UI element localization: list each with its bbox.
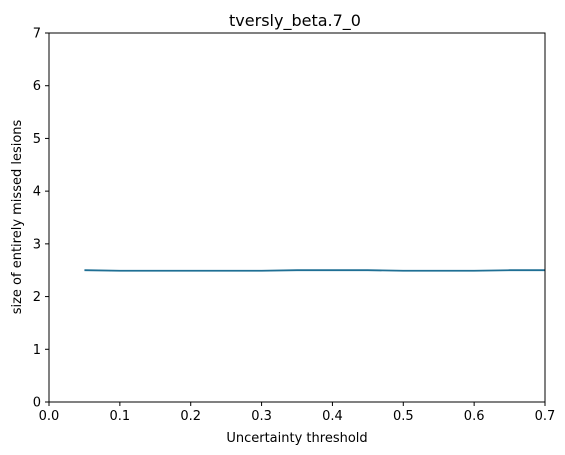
x-tick-label: 0.4	[322, 409, 343, 424]
x-axis-label: Uncertainty threshold	[226, 431, 367, 446]
y-tick-label: 3	[33, 237, 41, 252]
chart-title: tversly_beta.7_0	[229, 11, 361, 31]
y-tick-label: 6	[33, 79, 41, 94]
x-axis: 0.0 0.1 0.2 0.3 0.4 0.5 0.6 0.7	[39, 402, 556, 424]
y-tick-label: 1	[33, 343, 41, 358]
x-tick-label: 0.2	[180, 409, 201, 424]
x-tick-label: 0.6	[464, 409, 485, 424]
x-tick-label: 0.7	[535, 409, 556, 424]
series-line-1	[84, 270, 545, 271]
x-tick-label: 0.0	[39, 409, 60, 424]
x-tick-label: 0.1	[110, 409, 131, 424]
y-axis-label: size of entirely missed lesions	[10, 119, 25, 314]
y-tick-label: 7	[33, 27, 41, 42]
y-tick-label: 4	[33, 185, 41, 200]
x-tick-label: 0.5	[393, 409, 414, 424]
y-tick-label: 5	[33, 132, 41, 147]
x-tick-label: 0.3	[251, 409, 272, 424]
plot-area	[49, 33, 545, 402]
plot-frame	[49, 33, 545, 402]
y-tick-label: 2	[33, 290, 41, 305]
y-tick-label: 0	[33, 396, 41, 411]
y-axis: 0 1 2 3 4 5 6 7	[33, 27, 49, 411]
